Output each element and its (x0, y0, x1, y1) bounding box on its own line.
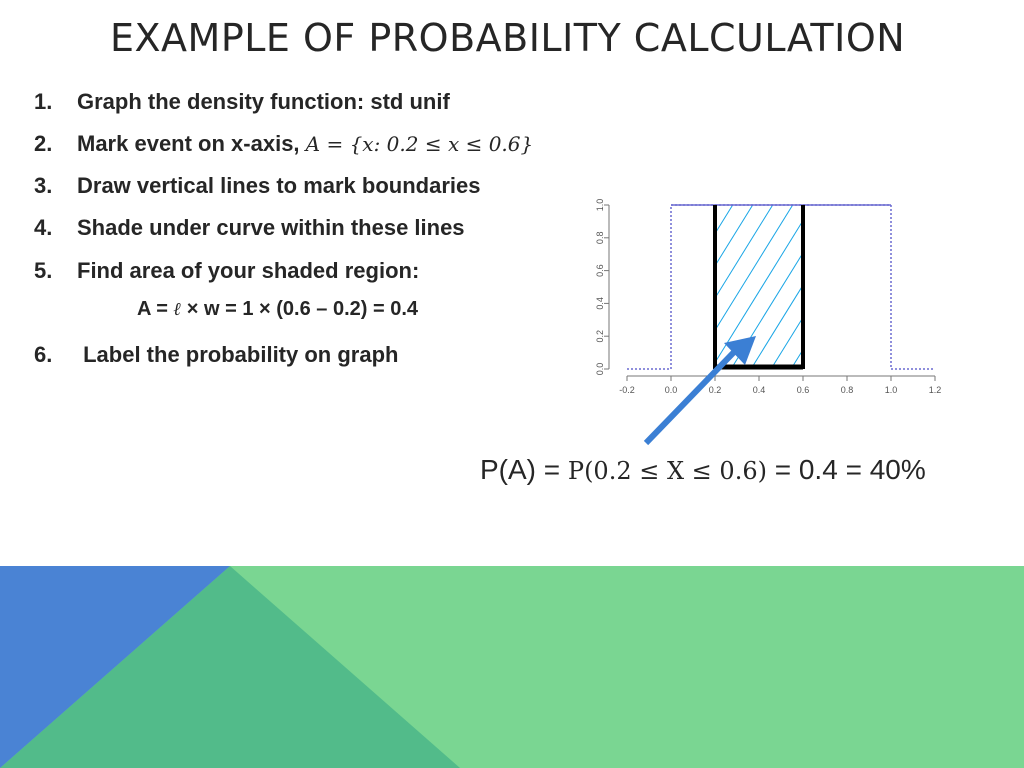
uniform-density-chart: -0.2 0.0 0.2 0.4 0.6 0.8 1.0 1.2 0.0 0.2 0.4 0.6 0.8… (580, 199, 960, 395)
step-text: Find area of your shaded region: (77, 258, 420, 283)
density-curve (627, 204, 935, 370)
hatch-line (891, 205, 960, 369)
x-tick-label: 0.8 (841, 385, 854, 395)
hatch-line (871, 205, 960, 369)
hatch-line (730, 251, 803, 369)
step-1: 1. Graph the density function: std unif (34, 89, 450, 115)
decorative-footer (0, 566, 1024, 768)
probability-result: = 0.4 = 40% (766, 454, 926, 485)
hatch-line (580, 205, 673, 369)
y-tick-label: 0.6 (595, 264, 605, 277)
y-tick-label: 0.8 (595, 232, 605, 245)
step-number: 1. (34, 89, 53, 114)
y-tick-label: 0.2 (595, 330, 605, 343)
step-3: 3. Draw vertical lines to mark boundaries (34, 173, 480, 199)
hatch-line (831, 205, 933, 369)
step-number: 6. (34, 342, 53, 367)
step-text: Draw vertical lines to mark boundaries (77, 173, 481, 198)
probability-prefix: P(A) = (480, 454, 568, 485)
x-tick-label: 0.6 (797, 385, 810, 395)
hatch-line (715, 205, 754, 267)
footer-teal-triangle (0, 566, 460, 768)
step-number: 3. (34, 173, 53, 198)
hatch-line (770, 316, 803, 369)
x-tick-label: 0.4 (753, 385, 766, 395)
step-2: 2. Mark event on x-axis, A = {x: 0.2 ≤ x … (34, 131, 533, 157)
step-number: 5. (34, 258, 53, 283)
hatch-line (715, 205, 734, 235)
footer-blue-triangle (0, 566, 230, 768)
slide-title: EXAMPLE OF PROBABILITY CALCULATION (110, 16, 906, 60)
hatch-line (611, 205, 713, 369)
x-tick-label: -0.2 (619, 385, 635, 395)
step-number: 4. (34, 215, 53, 240)
hatch-line (715, 205, 794, 332)
step-5: 5. Find area of your shaded region: (34, 258, 419, 284)
hatch-line (580, 205, 653, 369)
hatch-line (591, 205, 693, 369)
probability-expression: P(0.2 ≤ X ≤ 0.6) (567, 457, 767, 485)
step-text: Mark event on x-axis, (77, 131, 306, 156)
formula-prefix: A = (137, 298, 174, 320)
step-text: Label the probability on graph (77, 342, 399, 367)
hatch-line (931, 205, 960, 369)
hatch-line (790, 348, 803, 369)
shaded-region-hatching (580, 205, 960, 369)
hatch-line (811, 205, 913, 369)
y-tick-label: 0.4 (595, 297, 605, 310)
step-4: 4. Shade under curve within these lines (34, 215, 465, 241)
hatch-line (715, 219, 803, 364)
step-6: 6. Label the probability on graph (34, 342, 398, 368)
hatch-line (911, 205, 960, 369)
hatch-line (951, 205, 960, 369)
formula-length-symbol: ℓ (173, 299, 182, 320)
hatch-line (851, 205, 953, 369)
step-text: Graph the density function: std unif (77, 89, 450, 114)
x-tick-label: 1.2 (929, 385, 942, 395)
y-tick-label: 0.0 (595, 363, 605, 376)
x-tick-label: 1.0 (885, 385, 898, 395)
x-tick-label: 0.2 (709, 385, 722, 395)
step-number: 2. (34, 131, 53, 156)
hatch-line (715, 205, 774, 299)
probability-statement: P(A) = P(0.2 ≤ X ≤ 0.6) = 0.4 = 40% (480, 454, 926, 486)
x-tick-label: 0.0 (665, 385, 678, 395)
step-text: Shade under curve within these lines (77, 215, 465, 240)
y-tick-label: 1.0 (595, 199, 605, 212)
area-formula: A = ℓ × w = 1 × (0.6 – 0.2) = 0.4 (137, 298, 418, 321)
formula-rest: × w = 1 × (0.6 – 0.2) = 0.4 (181, 298, 419, 320)
event-definition: A = {x: 0.2 ≤ x ≤ 0.6} (305, 132, 534, 156)
